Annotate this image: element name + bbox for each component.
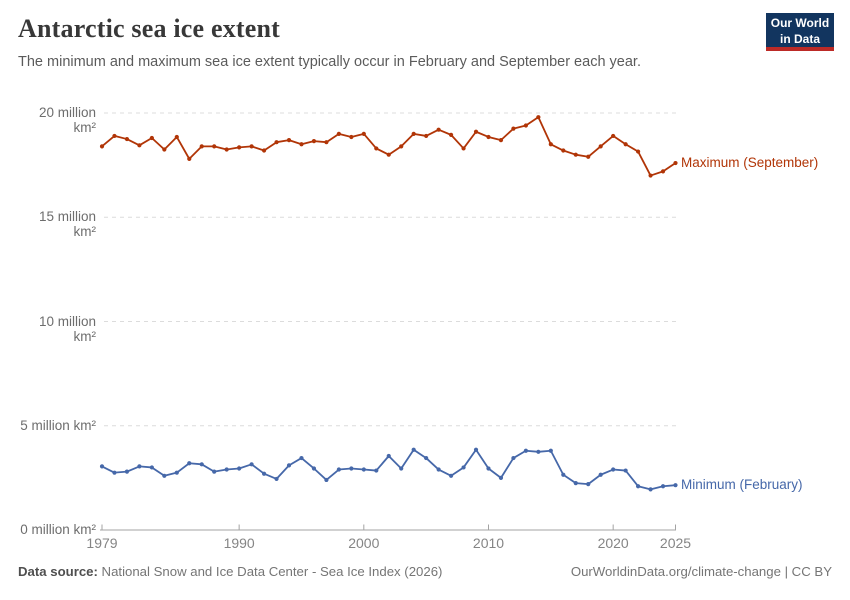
data-source-note: Data source: National Snow and Ice Data … (18, 564, 442, 579)
page-title: Antarctic sea ice extent (18, 14, 281, 43)
x-tick-label: 2020 (597, 535, 629, 551)
y-tick-label: 20 million km² (38, 105, 96, 135)
attribution-link[interactable]: OurWorldinData.org/climate-change | CC B… (570, 564, 832, 579)
owid-logo-line1: Our World (770, 16, 830, 30)
x-tick-label: 1979 (86, 535, 118, 551)
x-tick-label: 2025 (659, 535, 692, 551)
y-tick-label: 0 million km² (20, 522, 96, 537)
y-tick-label: 10 million km² (38, 313, 96, 344)
data-source-text: National Snow and Ice Data Center - Sea … (97, 564, 443, 579)
x-tick-label: 2010 (472, 535, 505, 551)
x-tick-label: 2000 (348, 535, 380, 551)
series-label-minimum: Minimum (February) (681, 477, 803, 493)
owid-logo[interactable]: Our World in Data (766, 13, 834, 51)
series-label-maximum: Maximum (September) (681, 155, 819, 171)
series-maximum[interactable] (99, 115, 678, 178)
x-tick-label: 1990 (223, 535, 255, 551)
data-source-label: Data source: (18, 564, 98, 579)
owid-logo-line2: in Data (779, 32, 820, 46)
y-tick-label: 15 million km² (38, 209, 96, 240)
series-minimum[interactable] (99, 447, 678, 492)
x-axis (100, 524, 676, 531)
chart-footer: Data source: National Snow and Ice Data … (18, 564, 832, 579)
chart-subtitle: The minimum and maximum sea ice extent t… (18, 54, 641, 70)
y-tick-label: 5 million km² (20, 417, 96, 433)
